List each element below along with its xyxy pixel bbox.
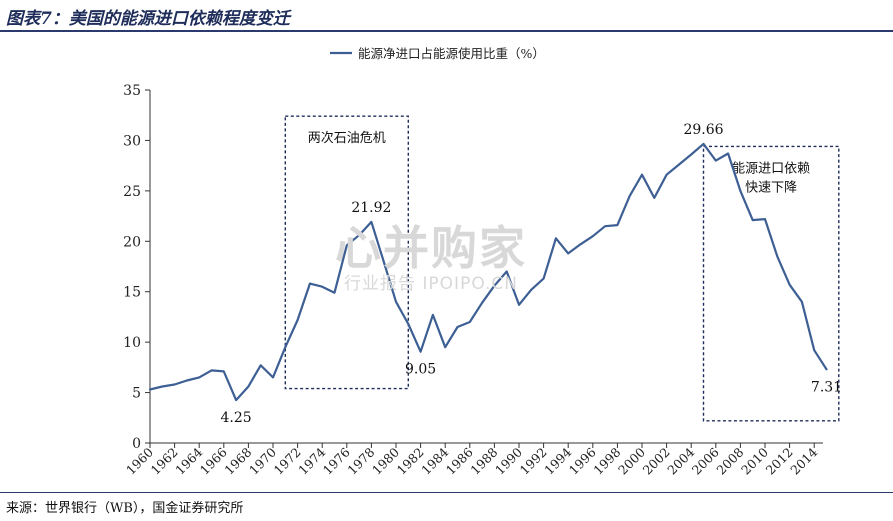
x-tick-label: 2006 xyxy=(689,444,722,477)
x-tick-label: 1982 xyxy=(394,445,427,478)
y-tick-label: 0 xyxy=(132,436,141,452)
x-tick-label: 1978 xyxy=(344,444,377,477)
y-tick-label: 25 xyxy=(123,184,141,200)
annotation-box-label: 能源进口依赖 xyxy=(732,161,810,176)
x-tick-label: 2004 xyxy=(664,444,697,477)
x-tick-label: 1994 xyxy=(541,444,574,477)
x-tick-label: 1988 xyxy=(467,444,500,477)
source-note: 来源：世界银行（WB），国金证券研究所 xyxy=(6,501,244,516)
chart-series xyxy=(148,142,828,402)
x-tick-label: 1964 xyxy=(172,444,205,477)
x-tick-label: 2000 xyxy=(615,444,648,477)
x-tick-label: 2012 xyxy=(763,445,796,478)
x-tick-label: 1966 xyxy=(197,444,230,477)
y-tick-label: 5 xyxy=(132,386,141,402)
title-divider xyxy=(0,30,893,32)
data-labels: 4.25 21.92 9.05 29.66 7.31 xyxy=(221,122,843,426)
annotation-box-label: 快速下降 xyxy=(745,180,797,195)
x-tick-label: 2014 xyxy=(787,444,820,477)
source-divider xyxy=(0,492,893,493)
x-tick-label: 1996 xyxy=(566,444,599,477)
annotation-box xyxy=(284,115,409,390)
x-tick-label: 1984 xyxy=(418,444,451,477)
x-tick-label: 1990 xyxy=(492,444,525,477)
data-label: 21.92 xyxy=(351,200,391,216)
data-label: 4.25 xyxy=(221,410,252,426)
y-tick-label: 20 xyxy=(123,234,141,250)
y-tick-label: 35 xyxy=(123,83,141,99)
figure-title: 图表7：美国的能源进口依赖程度变迁 xyxy=(6,9,290,29)
y-tick-label: 30 xyxy=(123,133,141,149)
y-tick-label: 10 xyxy=(123,335,141,351)
chart-legend: 能源净进口占能源使用比重（%） xyxy=(330,46,545,61)
x-tick-label: 1960 xyxy=(123,444,156,477)
data-label: 9.05 xyxy=(405,362,436,378)
x-tick-label: 1992 xyxy=(517,445,550,478)
x-tick-label: 1962 xyxy=(148,445,181,478)
x-tick-label: 1980 xyxy=(369,444,402,477)
x-tick-label: 1972 xyxy=(271,445,304,478)
legend-label: 能源净进口占能源使用比重（%） xyxy=(358,46,545,61)
data-label: 7.31 xyxy=(811,379,842,395)
x-tick-label: 2008 xyxy=(713,444,746,477)
x-tick-label: 2010 xyxy=(738,444,771,477)
series-line xyxy=(148,142,828,402)
x-tick-label: 1968 xyxy=(221,444,254,477)
y-tick-label: 15 xyxy=(123,285,141,301)
data-label: 29.66 xyxy=(683,122,723,138)
x-tick-label: 1974 xyxy=(295,444,328,477)
annotation-box xyxy=(702,145,840,422)
x-tick-label: 1998 xyxy=(590,444,623,477)
x-tick-label: 1986 xyxy=(443,444,476,477)
x-tick-label: 1970 xyxy=(246,444,279,477)
x-tick-label: 1976 xyxy=(320,444,353,477)
x-tick-label: 2002 xyxy=(640,445,673,478)
annotation-box-label: 两次石油危机 xyxy=(308,130,386,146)
